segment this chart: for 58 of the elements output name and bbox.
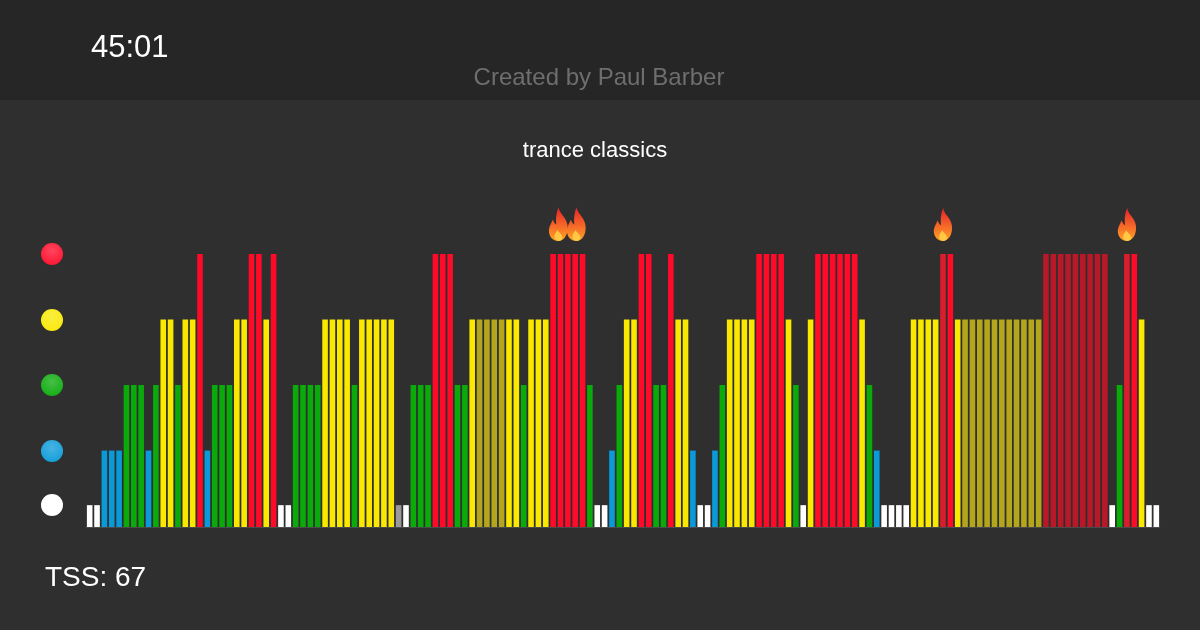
bar [587, 385, 593, 527]
bar [800, 505, 807, 527]
bar [160, 319, 167, 527]
bar [873, 450, 880, 527]
bar [653, 385, 659, 527]
text: TSS: 67 [45, 560, 147, 594]
bar [197, 254, 203, 527]
bar [668, 254, 674, 527]
bar [1153, 505, 1160, 527]
bar [1124, 254, 1130, 527]
bar [601, 505, 608, 527]
bar [462, 385, 468, 527]
bar [1109, 505, 1115, 527]
bar [859, 319, 865, 527]
bar [1065, 254, 1071, 527]
chart-title: trance classics [522, 137, 668, 163]
bar [1043, 254, 1049, 527]
bar [300, 385, 306, 527]
bar [697, 505, 704, 527]
bar [793, 385, 799, 527]
bar [940, 254, 946, 527]
bar [175, 385, 181, 527]
bar [256, 254, 262, 527]
bar [645, 254, 652, 527]
bar [675, 319, 681, 527]
bar [881, 505, 887, 527]
bar [748, 319, 755, 527]
bar [263, 319, 270, 527]
bar [734, 319, 740, 527]
chart-subtitle: Created by Paul Barber [473, 62, 725, 92]
bar [395, 505, 402, 527]
bar [403, 505, 409, 527]
bar [594, 505, 601, 527]
bar [469, 319, 475, 527]
bar [837, 254, 843, 527]
text: 45:01 [91, 28, 169, 65]
bar [962, 319, 968, 527]
bar [704, 505, 711, 527]
bar [94, 505, 100, 527]
bar [1146, 505, 1152, 527]
bar [954, 319, 961, 527]
bar [888, 505, 895, 527]
bar [506, 319, 512, 527]
bar [542, 319, 549, 527]
bar [86, 505, 93, 527]
bar [690, 450, 696, 527]
bar [756, 254, 762, 527]
bar [314, 385, 321, 527]
bar [550, 254, 556, 527]
bar [851, 254, 858, 527]
bar [322, 319, 328, 527]
bar [528, 319, 534, 527]
bar [712, 450, 718, 527]
bar [609, 450, 615, 527]
bar [1102, 254, 1108, 527]
bar [153, 385, 159, 527]
bar [1131, 254, 1138, 527]
bar [631, 319, 637, 527]
